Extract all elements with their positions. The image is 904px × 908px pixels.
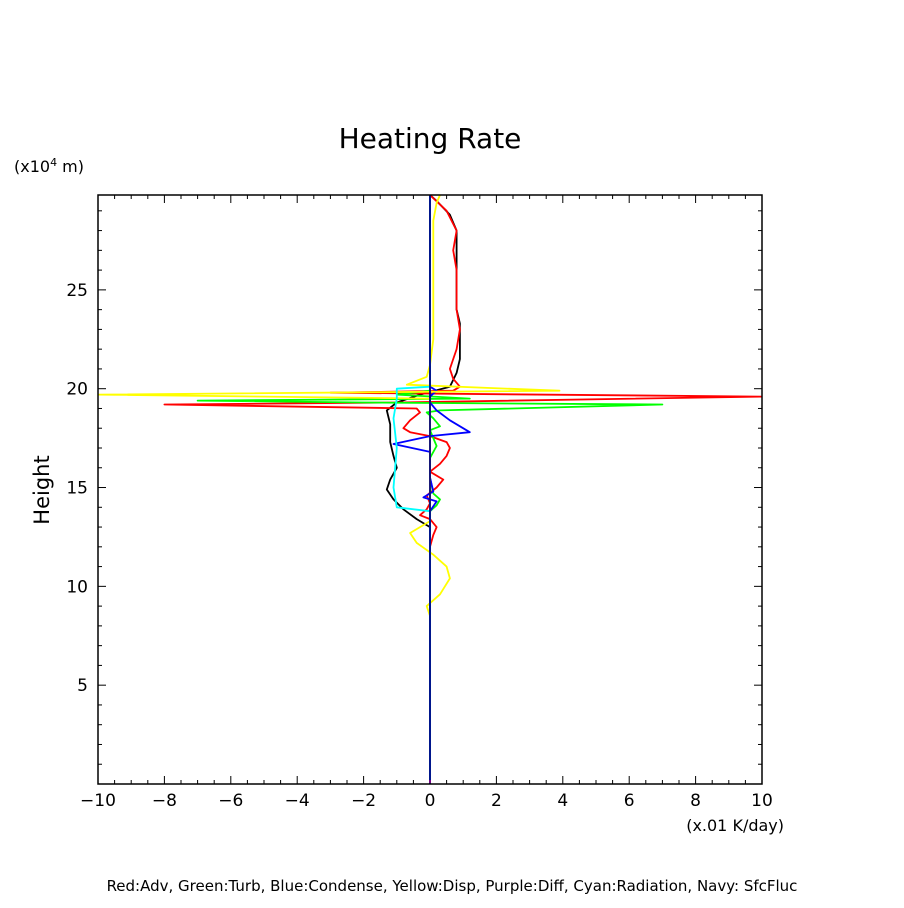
series-line-0 bbox=[385, 195, 461, 784]
x-tick-label: −8 bbox=[152, 791, 177, 811]
y-tick-label: 25 bbox=[66, 281, 88, 301]
y-axis-label: Height bbox=[30, 455, 54, 524]
x-tick-label: −2 bbox=[351, 791, 376, 811]
plot-frame bbox=[97, 194, 763, 785]
x-tick-label: −4 bbox=[285, 791, 310, 811]
data-series bbox=[98, 195, 762, 784]
x-tick-label: 2 bbox=[491, 791, 502, 811]
series-line-5 bbox=[392, 195, 431, 784]
x-tick-label: −10 bbox=[80, 791, 116, 811]
y-tick-label: 20 bbox=[66, 380, 88, 400]
series-line-4 bbox=[98, 195, 561, 617]
y-tick-label: 15 bbox=[66, 479, 88, 499]
y-tick-label: 5 bbox=[77, 676, 88, 696]
x-tick-label: −6 bbox=[218, 791, 243, 811]
legend-text: Red:Adv, Green:Turb, Blue:Condense, Yell… bbox=[107, 877, 798, 895]
chart-title: Heating Rate bbox=[339, 122, 522, 155]
axis-tick-labels: −10 −8 −6 −4 −2 0 2 4 6 8 10 5 10 15 20 25 bbox=[66, 281, 772, 811]
x-unit-label: (x.01 K/day) bbox=[686, 816, 784, 835]
y-unit-prefix: (x10 bbox=[14, 157, 50, 176]
y-unit-exponent: 4 bbox=[50, 156, 57, 169]
x-tick-label: 6 bbox=[624, 791, 635, 811]
x-tick-label: 0 bbox=[425, 791, 436, 811]
x-tick-label: 4 bbox=[557, 791, 568, 811]
y-unit-label: (x104 m) bbox=[14, 156, 84, 176]
x-tick-label: 10 bbox=[751, 791, 773, 811]
series-line-1 bbox=[163, 195, 762, 784]
series-line-2 bbox=[196, 195, 664, 784]
x-tick-label: 8 bbox=[690, 791, 701, 811]
y-unit-suffix: m) bbox=[57, 157, 84, 176]
y-tick-label: 10 bbox=[66, 577, 88, 597]
